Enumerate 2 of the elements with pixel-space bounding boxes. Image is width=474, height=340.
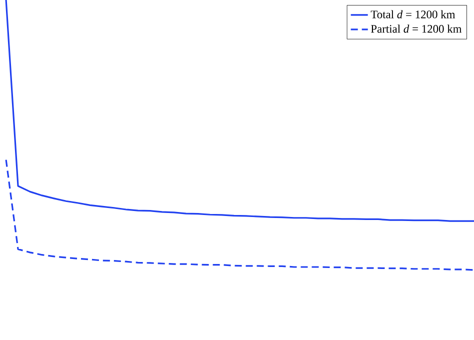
legend-label: Partial d = 1200 km [370,24,462,33]
legend-label: Total d = 1200 km [370,10,456,18]
